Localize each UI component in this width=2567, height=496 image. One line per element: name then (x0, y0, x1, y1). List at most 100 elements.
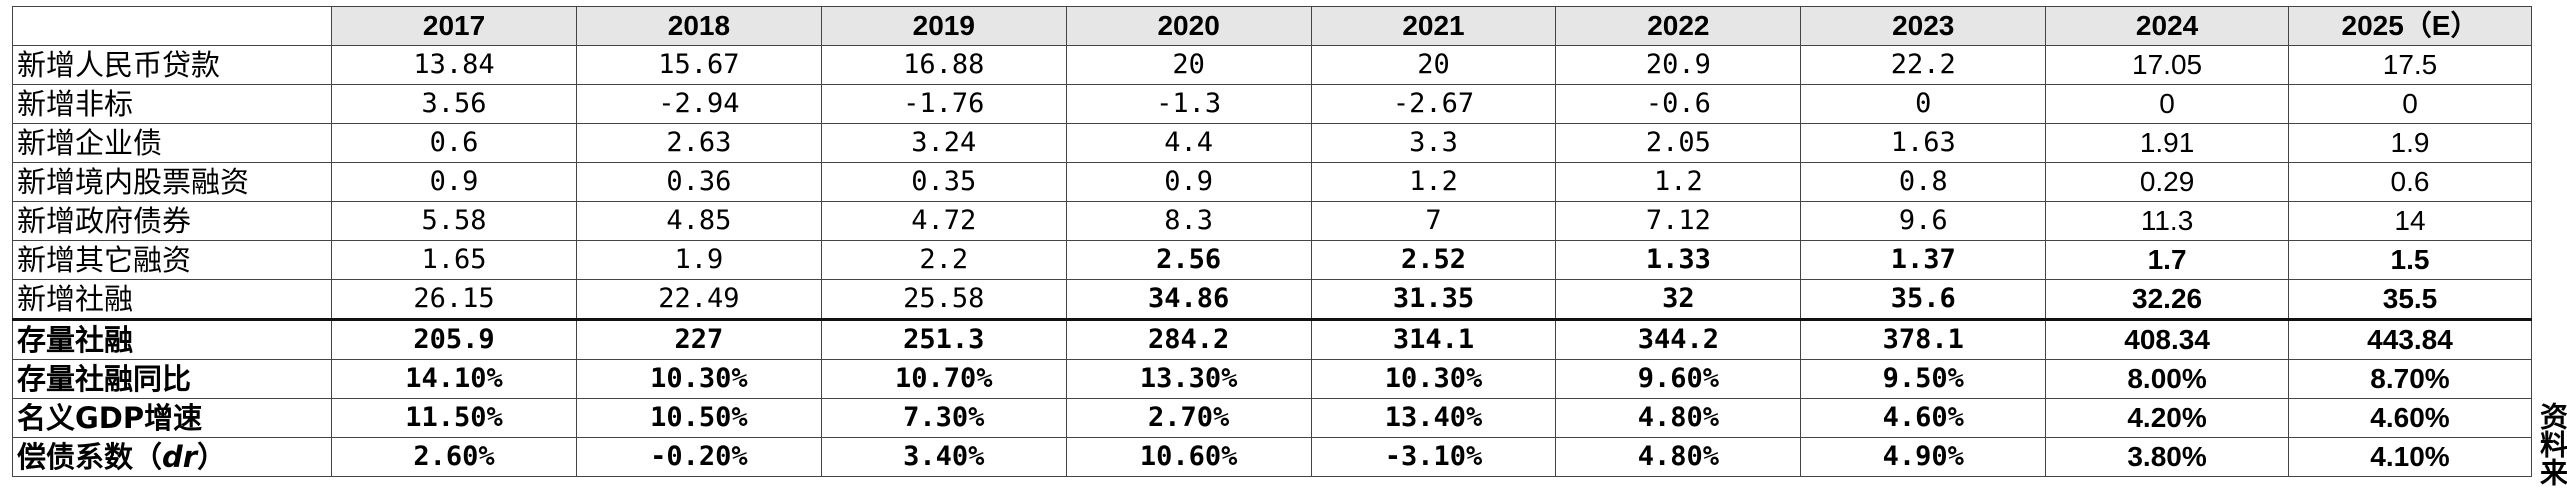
table-cell: 22.49 (575, 279, 822, 320)
table-cell: 9.50% (1800, 359, 2047, 399)
table-cell: 13.30% (1065, 359, 1312, 399)
year-header: 2018 (575, 6, 822, 46)
table-row: 新增政府债券 5.58 4.85 4.72 8.3 7 7.12 9.6 11.… (11, 201, 2532, 241)
corner-cell (11, 6, 333, 46)
table-cell: 26.15 (331, 279, 577, 320)
table-cell: 1.63 (1800, 123, 2047, 163)
table-cell: 4.20% (2045, 398, 2289, 438)
table-cell: 8.00% (2045, 359, 2289, 399)
table-cell: 0 (2288, 84, 2532, 124)
table-cell: 1.33 (1555, 240, 1802, 280)
table-cell: 14.10% (331, 359, 577, 399)
table-cell: 10.30% (1310, 359, 1557, 399)
table-cell: 1.9 (575, 240, 822, 280)
table-cell: 7.12 (1555, 201, 1802, 241)
table-cell: 13.84 (331, 45, 577, 85)
table-row: 名义GDP增速 11.50% 10.50% 7.30% 2.70% 13.40%… (11, 398, 2532, 438)
table-cell: 35.6 (1800, 279, 2047, 320)
row-label: 偿债系数（dr） (11, 437, 333, 477)
table-cell: 0.35 (820, 162, 1067, 202)
table-cell: 0.29 (2045, 162, 2289, 202)
year-header: 2020 (1065, 6, 1312, 46)
table-cell: 4.90% (1800, 437, 2047, 477)
row-label: 新增非标 (11, 84, 333, 124)
table-row: 存量社融同比 14.10% 10.30% 10.70% 13.30% 10.30… (11, 359, 2532, 399)
table-cell: 443.84 (2288, 318, 2532, 360)
table-cell: 0 (1800, 84, 2047, 124)
social-financing-table: 2017 2018 2019 2020 2021 2022 2023 2024 … (11, 6, 2532, 477)
table-cell: 11.50% (331, 398, 577, 438)
table-cell: 251.3 (820, 318, 1067, 360)
row-label: 新增社融 (11, 279, 333, 320)
row-label: 新增政府债券 (11, 201, 333, 241)
table-cell: 2.63 (575, 123, 822, 163)
table-cell: 20 (1065, 45, 1312, 85)
table-cell: 1.65 (331, 240, 577, 280)
table-cell: 8.3 (1065, 201, 1312, 241)
table-row: 偿债系数（dr） 2.60% -0.20% 3.40% 10.60% -3.10… (11, 437, 2532, 477)
data-table-wrapper: 2017 2018 2019 2020 2021 2022 2023 2024 … (11, 6, 2532, 477)
table-cell: 4.60% (1800, 398, 2047, 438)
table-cell: 2.70% (1065, 398, 1312, 438)
table-row: 新增非标 3.56 -2.94 -1.76 -1.3 -2.67 -0.6 0 … (11, 84, 2532, 124)
row-label: 新增其它融资 (11, 240, 333, 280)
row-label-suffix: ） (197, 440, 227, 474)
table-cell: 10.70% (820, 359, 1067, 399)
year-header: 2024 (2045, 6, 2289, 46)
year-header: 2025（E） (2288, 6, 2532, 46)
table-cell: 14 (2288, 201, 2532, 241)
table-cell: 25.58 (820, 279, 1067, 320)
table-cell: 1.91 (2045, 123, 2289, 163)
table-cell: 9.60% (1555, 359, 1802, 399)
table-cell: 1.7 (2045, 240, 2289, 280)
table-cell: 284.2 (1065, 318, 1312, 360)
table-cell: 32.26 (2045, 279, 2289, 320)
table-cell: 0.36 (575, 162, 822, 202)
table-cell: 20 (1310, 45, 1557, 85)
table-cell: 0.9 (1065, 162, 1312, 202)
table-cell: -1.76 (820, 84, 1067, 124)
table-cell: 378.1 (1800, 318, 2047, 360)
table-cell: 4.72 (820, 201, 1067, 241)
year-header: 2023 (1800, 6, 2047, 46)
table-cell: 2.52 (1310, 240, 1557, 280)
table-cell: 17.5 (2288, 45, 2532, 85)
table-cell: 2.05 (1555, 123, 1802, 163)
year-header: 2017 (331, 6, 577, 46)
table-row: 新增社融 26.15 22.49 25.58 34.86 31.35 32 35… (11, 279, 2532, 320)
table-row: 新增境内股票融资 0.9 0.36 0.35 0.9 1.2 1.2 0.8 0… (11, 162, 2532, 202)
table-cell: 5.58 (331, 201, 577, 241)
table-cell: 22.2 (1800, 45, 2047, 85)
table-cell: 8.70% (2288, 359, 2532, 399)
table-cell: 3.80% (2045, 437, 2289, 477)
table-cell: 1.9 (2288, 123, 2532, 163)
source-note: 资料来 (2536, 402, 2567, 486)
table-cell: 0 (2045, 84, 2289, 124)
table-cell: 11.3 (2045, 201, 2289, 241)
table-cell: -1.3 (1065, 84, 1312, 124)
table-cell: 2.56 (1065, 240, 1312, 280)
table-cell: 4.10% (2288, 437, 2532, 477)
table-cell: 2.2 (820, 240, 1067, 280)
table-cell: 4.85 (575, 201, 822, 241)
table-cell: 20.9 (1555, 45, 1802, 85)
year-header: 2019 (820, 6, 1067, 46)
table-cell: 17.05 (2045, 45, 2289, 85)
table-cell: 4.80% (1555, 437, 1802, 477)
row-label: 存量社融同比 (11, 359, 333, 399)
table-cell: -3.10% (1310, 437, 1557, 477)
table-cell: 7.30% (820, 398, 1067, 438)
table-cell: 3.24 (820, 123, 1067, 163)
table-cell: -2.94 (575, 84, 822, 124)
row-label: 名义GDP增速 (11, 398, 333, 438)
table-cell: 0.9 (331, 162, 577, 202)
table-cell: 13.40% (1310, 398, 1557, 438)
row-label-prefix: 偿债系数（ (17, 440, 163, 474)
table-cell: 0.6 (331, 123, 577, 163)
year-header: 2022 (1555, 6, 1802, 46)
table-row: 新增企业债 0.6 2.63 3.24 4.4 3.3 2.05 1.63 1.… (11, 123, 2532, 163)
table-cell: 1.5 (2288, 240, 2532, 280)
row-label: 新增人民币贷款 (11, 45, 333, 85)
table-cell: 10.60% (1065, 437, 1312, 477)
header-row: 2017 2018 2019 2020 2021 2022 2023 2024 … (11, 6, 2532, 46)
